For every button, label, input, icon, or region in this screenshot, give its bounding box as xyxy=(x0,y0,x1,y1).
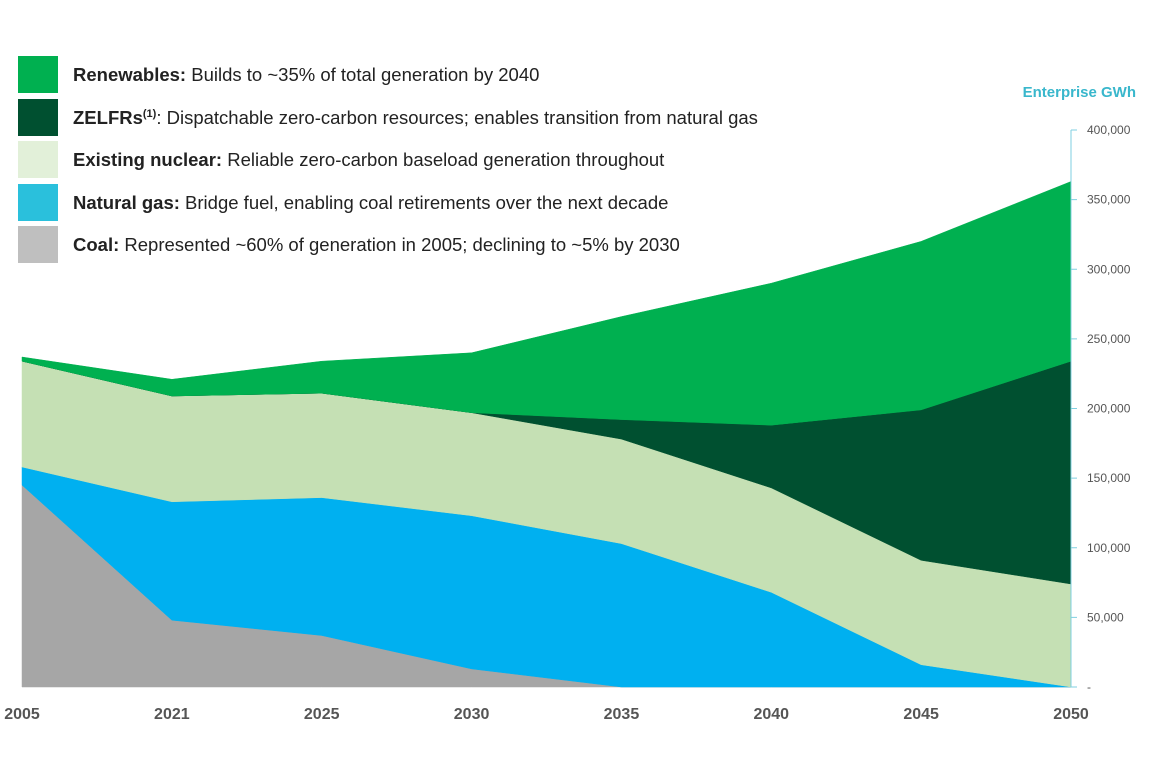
legend-desc: Builds to ~35% of total generation by 20… xyxy=(186,64,540,85)
x-axis-ticks: 2005 2021 2025 2030 2035 2040 2045 2050 xyxy=(4,706,1089,723)
legend-desc: Represented ~60% of generation in 2005; … xyxy=(119,234,680,255)
legend-desc: Bridge fuel, enabling coal retirements o… xyxy=(179,191,669,213)
y-tick-label: 250,000 xyxy=(1087,332,1131,346)
legend-swatch xyxy=(18,56,58,93)
legend-label: Coal: xyxy=(73,234,120,255)
legend-sup: (1) xyxy=(142,107,157,120)
legend-desc: : Dispatchable zero-carbon resources; en… xyxy=(156,106,758,128)
y-axis-ticks: - 50,000 100,000 150,000 200,000 250,000 300,0… xyxy=(1071,123,1131,694)
area-renewables xyxy=(21,181,1072,426)
y-tick-label: 50,000 xyxy=(1087,610,1124,624)
x-tick-label: 2025 xyxy=(304,706,340,723)
y-tick-label: - xyxy=(1087,680,1091,694)
y-tick-label: 150,000 xyxy=(1087,471,1131,485)
x-tick-label: 2030 xyxy=(454,706,490,723)
legend-label: Natural gas: xyxy=(73,191,180,213)
x-tick-label: 2050 xyxy=(1053,706,1089,723)
x-tick-label: 2005 xyxy=(4,706,40,723)
y-tick-label: 100,000 xyxy=(1087,541,1131,555)
y-tick-label: 350,000 xyxy=(1087,193,1131,207)
legend-swatch xyxy=(18,183,58,221)
y-tick-label: 300,000 xyxy=(1087,262,1131,276)
y-tick-label: 400,000 xyxy=(1087,123,1131,137)
legend-label: ZELFRs xyxy=(73,106,143,128)
legend-label: Existing nuclear: xyxy=(73,149,223,170)
legend-swatch xyxy=(18,141,58,178)
legend-swatch xyxy=(18,98,58,136)
x-tick-label: 2035 xyxy=(604,706,640,723)
y-tick-label: 200,000 xyxy=(1087,402,1131,416)
legend-desc: Reliable zero-carbon baseload generation… xyxy=(222,149,665,170)
y-axis-label: Enterprise GWh xyxy=(1022,84,1136,101)
x-tick-label: 2040 xyxy=(753,706,789,723)
area-layers xyxy=(21,181,1072,688)
legend-label: Renewables: xyxy=(73,64,187,85)
x-tick-label: 2021 xyxy=(154,706,190,723)
legend-swatch xyxy=(18,226,58,263)
x-tick-label: 2045 xyxy=(903,706,939,723)
